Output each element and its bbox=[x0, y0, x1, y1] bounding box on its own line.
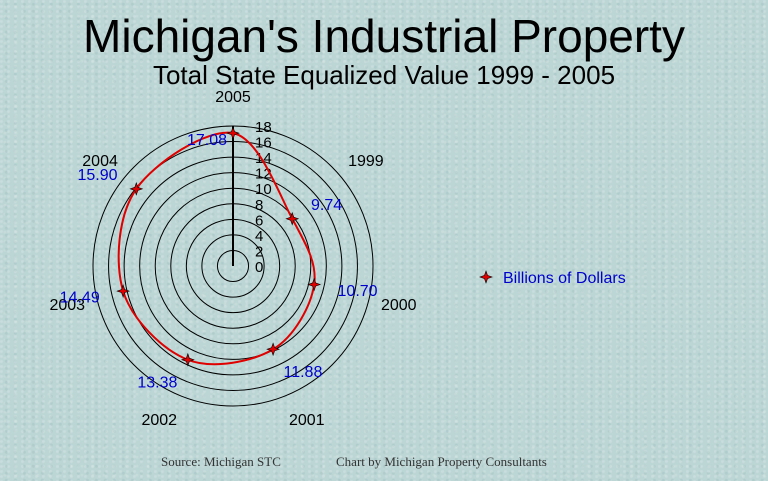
data-label-2004: 15.90 bbox=[78, 167, 118, 184]
series-line bbox=[117, 131, 316, 366]
data-point-1999 bbox=[285, 211, 300, 226]
data-point-2001 bbox=[266, 342, 280, 357]
data-point-2003 bbox=[116, 284, 131, 298]
data-label-2000: 10.70 bbox=[338, 283, 378, 300]
category-label-2003: 2003 bbox=[49, 297, 85, 314]
data-label-2001: 11.88 bbox=[284, 364, 323, 381]
series-billions-of-dollars bbox=[116, 126, 322, 367]
data-point-2004 bbox=[129, 181, 144, 196]
legend-marker-icon bbox=[479, 270, 493, 284]
data-label-2005: 17.08 bbox=[187, 132, 227, 149]
data-point-2002 bbox=[180, 352, 195, 367]
tick-label-16: 16 bbox=[255, 135, 272, 152]
category-labels: 2005 1999 2000 2001 2002 2003 2004 bbox=[49, 89, 416, 429]
data-point-2000 bbox=[307, 277, 322, 292]
tick-label-12: 12 bbox=[255, 166, 272, 183]
radial-grid bbox=[92, 125, 374, 407]
tick-label-10: 10 bbox=[255, 181, 272, 198]
category-label-2004: 2004 bbox=[82, 153, 118, 170]
tick-label-6: 6 bbox=[255, 212, 263, 229]
category-label-2005: 2005 bbox=[215, 89, 251, 106]
legend: Billions of Dollars bbox=[479, 270, 626, 287]
chart-subtitle: Total State Equalized Value 1999 - 2005 bbox=[153, 60, 615, 90]
category-label-2002: 2002 bbox=[141, 412, 177, 429]
chart-title: Michigan's Industrial Property bbox=[83, 10, 685, 62]
footer-source: Source: Michigan STC bbox=[161, 454, 281, 469]
tick-label-4: 4 bbox=[255, 228, 263, 245]
category-label-2001: 2001 bbox=[289, 412, 325, 429]
data-label-2002: 13.38 bbox=[137, 374, 177, 391]
tick-label-2: 2 bbox=[255, 243, 263, 260]
tick-label-0: 0 bbox=[255, 259, 263, 276]
data-label-2003: 14.49 bbox=[60, 289, 100, 306]
tick-label-8: 8 bbox=[255, 197, 263, 214]
data-point-2005 bbox=[226, 126, 240, 141]
data-label-1999: 9.74 bbox=[311, 197, 342, 214]
legend-marker-star bbox=[479, 270, 493, 284]
data-labels: 17.08 9.74 10.70 11.88 13.38 14.49 15.90 bbox=[60, 132, 378, 391]
tick-label-18: 18 bbox=[255, 119, 272, 136]
legend-label: Billions of Dollars bbox=[503, 270, 626, 287]
footer-credit: Chart by Michigan Property Consultants bbox=[336, 454, 547, 469]
category-label-1999: 1999 bbox=[348, 153, 384, 170]
category-label-2000: 2000 bbox=[381, 297, 417, 314]
